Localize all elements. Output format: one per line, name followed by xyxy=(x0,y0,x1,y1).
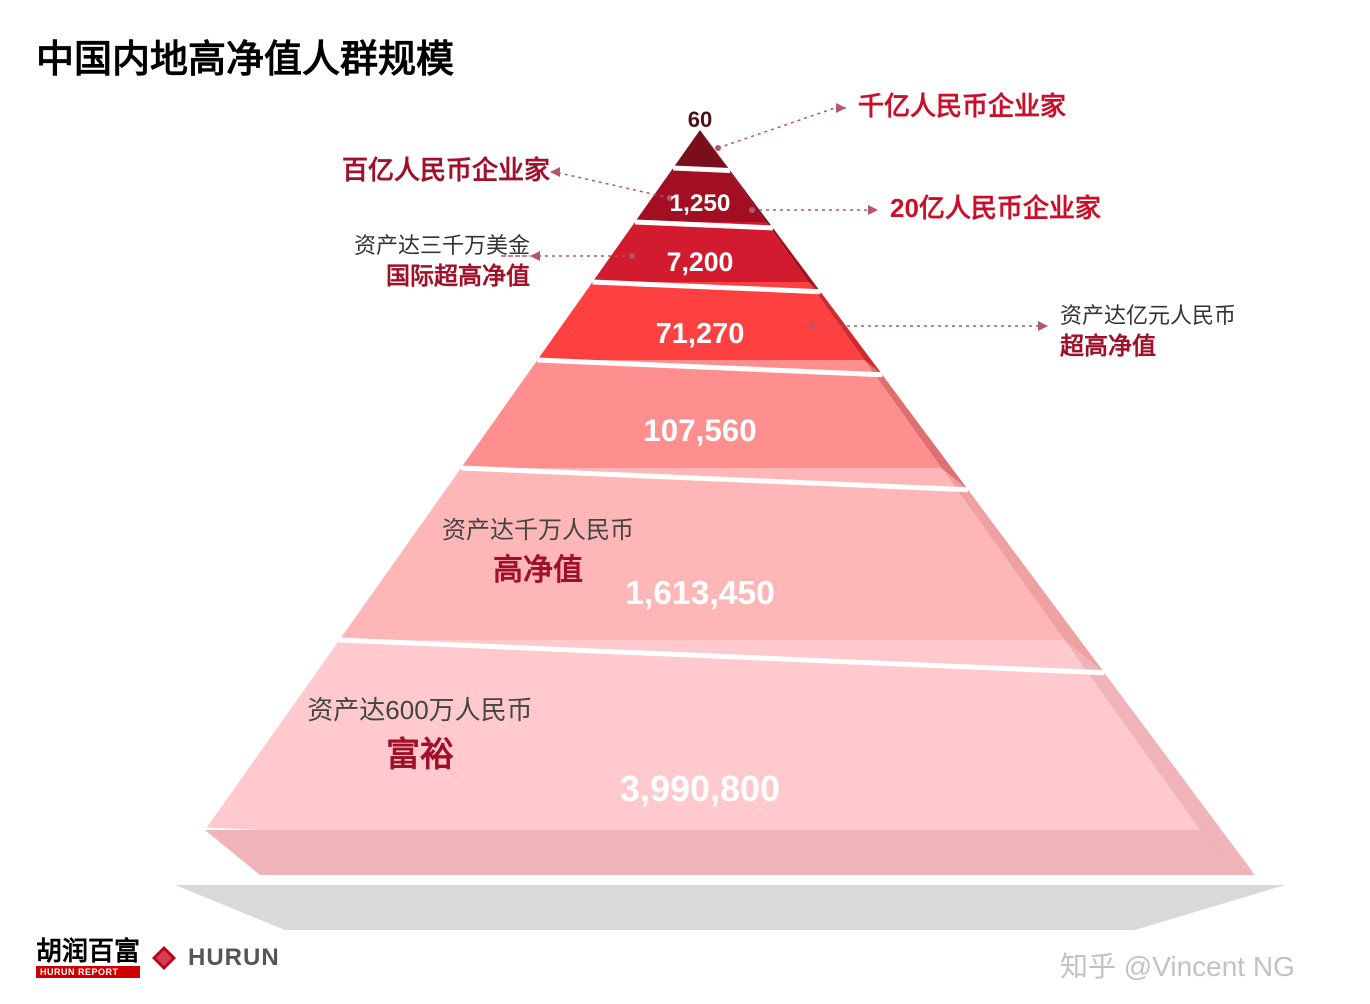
pyramid-value: 60 xyxy=(500,107,900,133)
pyramid-value: 3,990,800 xyxy=(500,768,900,810)
pyramid-chart xyxy=(0,0,1370,1004)
inside-label-sub: 资产达600万人民币 xyxy=(280,690,560,727)
callout-main: 20亿人民币企业家 xyxy=(890,192,1101,226)
callout-main: 超高净值 xyxy=(1060,331,1236,362)
inside-label-sub: 资产达千万人民币 xyxy=(398,510,678,545)
logo-en-text: HURUN xyxy=(188,944,280,972)
logo-diamond-icon xyxy=(150,944,178,972)
logo-block: 胡润百富 HURUN REPORT HURUN xyxy=(36,938,280,978)
pyramid-value: 1,613,450 xyxy=(500,575,900,613)
callout: 百亿人民币企业家 xyxy=(300,154,550,188)
callout-main: 百亿人民币企业家 xyxy=(300,154,550,188)
callout: 资产达三千万美金国际超高净值 xyxy=(280,232,530,292)
logo-bar-text: HURUN REPORT xyxy=(36,966,140,978)
pyramid-value: 7,200 xyxy=(500,247,900,278)
callout-sub: 资产达亿元人民币 xyxy=(1060,302,1236,331)
logo-cn-text: 胡润百富 xyxy=(36,938,140,964)
pyramid-value: 1,250 xyxy=(500,190,900,218)
callout: 资产达亿元人民币超高净值 xyxy=(1060,302,1236,362)
callout-sub: 资产达三千万美金 xyxy=(280,232,530,261)
pyramid-value: 71,270 xyxy=(500,318,900,351)
callout-main: 国际超高净值 xyxy=(280,261,530,292)
callout: 20亿人民币企业家 xyxy=(890,192,1101,226)
watermark-text: 知乎 @Vincent NG xyxy=(1060,945,1295,985)
inside-label: 资产达600万人民币富裕 xyxy=(280,690,560,776)
pyramid-value: 107,560 xyxy=(500,413,900,449)
